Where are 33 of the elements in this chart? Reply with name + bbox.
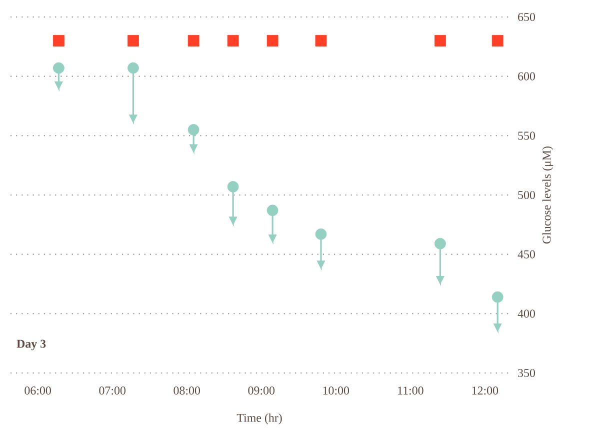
- point: [266, 204, 278, 216]
- x-tick-label: 07:00: [99, 386, 126, 395]
- y-axis-title: Glucose levels (μM): [542, 146, 554, 244]
- x-tick-label: 08:00: [174, 386, 200, 395]
- point: [227, 180, 239, 192]
- y-tick-label: 600: [518, 72, 535, 80]
- point: [52, 62, 64, 74]
- point: [492, 35, 504, 46]
- point: [434, 238, 446, 250]
- annotation: Day 3: [16, 340, 46, 350]
- y-tick-label: 350: [518, 368, 535, 378]
- x-tick-label: 10:00: [323, 386, 350, 395]
- y-tick-label: 400: [518, 310, 535, 318]
- x-tick-label: 09:00: [248, 386, 275, 395]
- y-tick-label: 500: [518, 190, 535, 200]
- point: [315, 228, 327, 240]
- point: [266, 35, 278, 46]
- y-tick-label: 550: [518, 132, 535, 140]
- x-tick-label: 12:00: [472, 386, 498, 395]
- x-tick-label: 11:00: [398, 386, 424, 395]
- point: [434, 35, 446, 46]
- x-tick-label: 06:00: [24, 386, 51, 395]
- point: [52, 35, 64, 46]
- point: [188, 35, 200, 46]
- y-tick-label: 450: [518, 250, 535, 258]
- point: [128, 35, 139, 46]
- x-axis-title: Time (hr): [236, 413, 282, 424]
- point: [128, 62, 139, 74]
- point: [315, 35, 327, 46]
- point: [227, 35, 239, 46]
- point: [188, 124, 200, 136]
- point: [492, 291, 504, 303]
- y-tick-label: 650: [518, 12, 535, 22]
